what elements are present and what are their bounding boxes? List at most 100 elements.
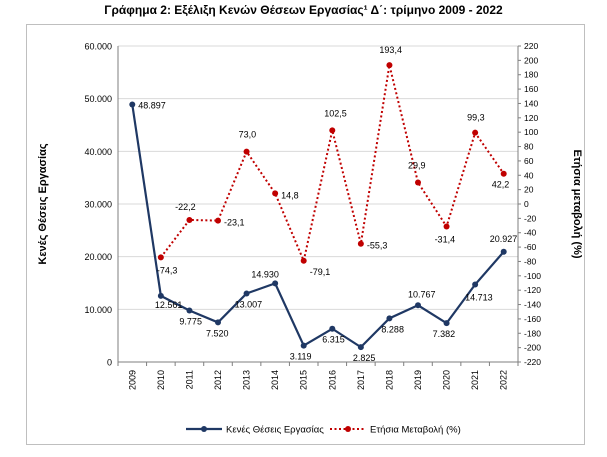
data-point-annual-change (500, 170, 507, 177)
x-tick-label: 2019 (413, 370, 423, 390)
x-axis-ticks: 2009 2010 2011 2012 2013 2014 2015 2016 2017 2018… (117, 362, 519, 390)
data-labels: 48.897 12.561 9.775 7.520 13.007 14.930 3.119 6… (138, 45, 517, 363)
y-left-tick-label: 0 (107, 358, 112, 368)
data-label-vacancies: 48.897 (138, 100, 166, 110)
series-2-layer (157, 62, 507, 265)
y-right-tick-label: -60 (524, 242, 537, 252)
data-label-vacancies: 14.713 (465, 293, 493, 303)
x-tick-label: 2012 (213, 370, 223, 390)
y-right-tick-label: -100 (524, 271, 541, 281)
x-tick-label: 2016 (327, 370, 337, 390)
data-point-annual-change (186, 216, 193, 223)
data-point-annual-change (329, 127, 336, 134)
y-right-tick-label: -40 (524, 228, 537, 238)
data-label-vacancies: 13.007 (235, 299, 263, 309)
series-line-annual-change (160, 64, 505, 265)
x-tick-label: 2020 (442, 370, 452, 390)
y-right-tick-label: 120 (524, 113, 538, 123)
y-axis-right-label: Ετήσια μεταβολή (%) (571, 149, 583, 258)
left-axis-ticks: 0 10.000 20.000 30.000 40.000 50.000 60.000 (84, 42, 112, 368)
data-point-annual-change (357, 240, 364, 247)
y-right-tick-label: 200 (524, 55, 538, 65)
data-label-vacancies: 10.767 (408, 289, 436, 299)
data-point-vacancies (415, 302, 421, 309)
data-point-annual-change (157, 254, 164, 261)
data-label-annual-change: 29,9 (408, 161, 426, 171)
y-right-tick-label: -120 (524, 285, 541, 295)
data-point-vacancies (272, 280, 279, 287)
data-label-vacancies: 7.520 (206, 328, 229, 338)
y-left-tick-label: 40.000 (84, 147, 112, 157)
legend-marker-annual-change (345, 426, 351, 432)
data-label-annual-change: -31,4 (435, 235, 456, 245)
chart-title: Γράφημα 2: Εξέλιξη Κενών Θέσεων Εργασίας… (104, 3, 503, 17)
data-point-vacancies (329, 325, 336, 332)
x-tick-label: 2018 (384, 370, 394, 390)
legend-label-vacancies: Κενές Θέσεις Εργασίας (226, 425, 324, 436)
data-label-annual-change: -79,1 (310, 267, 331, 277)
y-left-tick-label: 50.000 (84, 94, 112, 104)
y-left-tick-label: 30.000 (84, 200, 112, 210)
data-point-vacancies (386, 315, 393, 322)
y-right-tick-label: 180 (524, 70, 538, 80)
data-point-vacancies (243, 290, 250, 297)
data-label-annual-change: 73,0 (239, 130, 257, 140)
x-tick-label: 2015 (299, 370, 309, 390)
legend: Κενές Θέσεις Εργασίας Ετήσια Μεταβολή (%) (186, 425, 461, 436)
y-right-tick-label: 80 (524, 142, 534, 152)
data-point-annual-change (215, 217, 221, 224)
data-label-annual-change: -74,3 (157, 265, 178, 275)
data-point-vacancies (215, 319, 221, 326)
data-point-annual-change (272, 190, 279, 197)
x-tick-label: 2013 (242, 370, 252, 390)
data-label-annual-change: -22,2 (175, 202, 196, 212)
data-label-vacancies: 7.382 (433, 329, 456, 339)
y-right-tick-label: 0 (524, 199, 529, 209)
y-left-tick-label: 60.000 (84, 42, 112, 52)
y-left-tick-label: 20.000 (84, 252, 112, 262)
y-right-tick-label: -220 (524, 357, 541, 367)
data-label-annual-change: 102,5 (324, 108, 347, 118)
x-tick-label: 2009 (127, 370, 137, 390)
data-label-vacancies: 8.288 (381, 324, 404, 334)
data-point-vacancies (472, 281, 479, 288)
data-label-annual-change: 42,2 (492, 180, 510, 190)
y-right-tick-label: -20 (524, 213, 537, 223)
y-right-tick-label: 20 (524, 185, 534, 195)
x-tick-label: 2022 (499, 370, 509, 390)
series-1-layer (129, 101, 507, 351)
data-label-vacancies: 2.825 (353, 353, 376, 363)
data-point-vacancies (129, 101, 136, 108)
x-tick-label: 2011 (184, 370, 194, 389)
y-right-tick-label: -200 (524, 343, 541, 353)
y-right-tick-label: 60 (524, 156, 534, 166)
legend-label-annual-change: Ετήσια Μεταβολή (%) (370, 425, 461, 436)
x-tick-label: 2010 (156, 370, 166, 390)
data-point-annual-change (472, 129, 479, 136)
y-right-tick-label: 160 (524, 84, 538, 94)
chart-frame (26, 24, 585, 445)
y-left-tick-label: 10.000 (84, 305, 112, 315)
y-right-tick-label: 40 (524, 170, 534, 180)
right-axis-ticks: -220-200-180-160-140-120-100-80-60-40-20… (518, 41, 541, 367)
data-point-vacancies (500, 248, 507, 255)
series-line-vacancies (131, 104, 505, 349)
data-label-annual-change: 99,3 (467, 113, 485, 123)
x-tick-label: 2017 (356, 370, 366, 390)
data-label-vacancies: 20.927 (490, 234, 518, 244)
data-label-annual-change: -55,3 (367, 241, 388, 251)
y-right-tick-label: 140 (524, 98, 538, 108)
y-right-tick-label: -140 (524, 300, 541, 310)
data-label-vacancies: 6.315 (322, 335, 345, 345)
data-point-vacancies (357, 344, 364, 351)
data-point-annual-change (243, 148, 250, 155)
data-label-vacancies: 14.930 (251, 269, 279, 279)
data-point-annual-change (415, 179, 421, 186)
y-right-tick-label: -80 (524, 256, 537, 266)
x-tick-label: 2014 (270, 370, 280, 390)
data-point-annual-change (300, 257, 307, 264)
data-label-annual-change: 14,8 (281, 190, 299, 200)
legend-marker-vacancies (201, 426, 207, 432)
data-label-annual-change: -23,1 (224, 218, 245, 228)
